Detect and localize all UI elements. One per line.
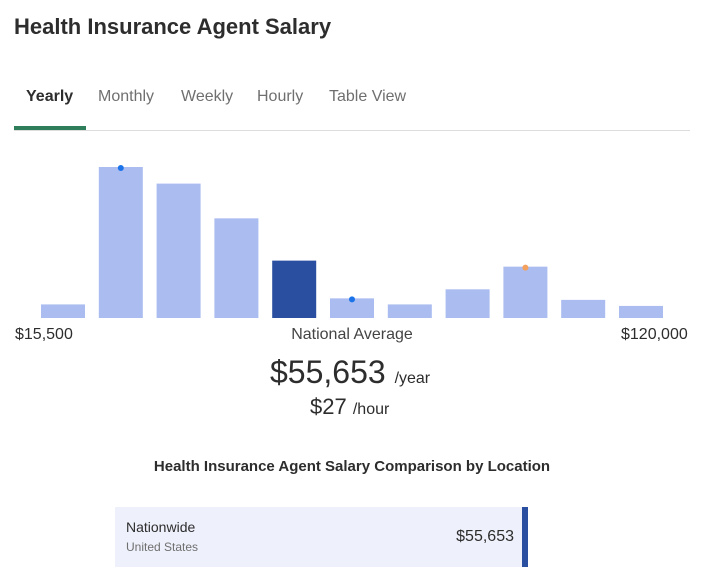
salary-histogram <box>41 165 663 318</box>
page-title: Health Insurance Agent Salary <box>14 14 332 39</box>
marker-dot-2 <box>522 264 529 271</box>
marker-dot-0 <box>117 165 124 171</box>
tab-yearly[interactable]: Yearly <box>26 88 74 105</box>
tab-weekly[interactable]: Weekly <box>181 88 234 105</box>
average-hourly: $27 /hour <box>310 394 389 420</box>
yearly-value: $55,653 <box>270 354 386 390</box>
bar-5[interactable] <box>330 298 374 318</box>
bar-4[interactable] <box>272 260 317 318</box>
bar-10[interactable] <box>619 305 663 318</box>
x-min-label: $15,500 <box>15 326 73 343</box>
location-salary: $55,653 <box>456 528 514 545</box>
tab-monthly[interactable]: Monthly <box>98 88 155 105</box>
active-tab-indicator <box>14 126 86 130</box>
tab-hourly[interactable]: Hourly <box>257 88 304 105</box>
location-name: Nationwide <box>126 519 196 535</box>
location-sub: United States <box>126 540 199 554</box>
bar-6[interactable] <box>387 304 432 318</box>
x-max-label: $120,000 <box>621 326 688 343</box>
tab-table-view[interactable]: Table View <box>329 88 407 105</box>
bar-7[interactable] <box>445 289 490 318</box>
bar-8[interactable] <box>503 266 548 318</box>
bar-9[interactable] <box>561 299 606 318</box>
hourly-unit: /hour <box>352 401 390 418</box>
yearly-unit: /year <box>394 370 431 387</box>
bar-1[interactable] <box>98 167 143 318</box>
hourly-value: $27 <box>310 394 347 419</box>
comparison-row-nationwide[interactable]: Nationwide United States $55,653 <box>115 507 528 567</box>
national-average-label: National Average <box>291 326 413 343</box>
comparison-title: Health Insurance Agent Salary Comparison… <box>153 458 551 475</box>
bar-2[interactable] <box>156 183 201 318</box>
bar-0[interactable] <box>41 304 85 318</box>
average-yearly: $55,653 /year <box>270 354 430 391</box>
tab-bar: Yearly Monthly Weekly Hourly Table View <box>14 84 690 131</box>
marker-dot-1 <box>349 296 355 303</box>
bar-3[interactable] <box>214 218 259 318</box>
